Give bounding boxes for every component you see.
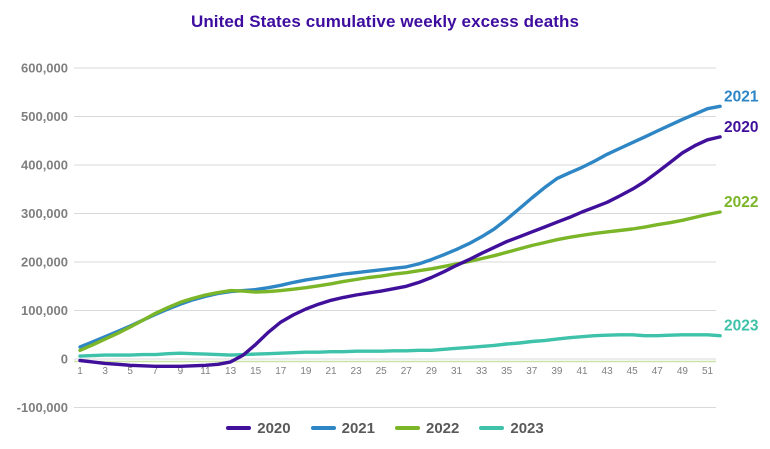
legend-swatch-2021 bbox=[310, 426, 336, 430]
x-tick-label: 45 bbox=[627, 366, 639, 377]
series-end-label-2022: 2022 bbox=[724, 194, 758, 211]
x-tick-label: 37 bbox=[526, 366, 538, 377]
x-tick-label: 17 bbox=[275, 366, 287, 377]
x-tick-label: 41 bbox=[576, 366, 588, 377]
x-tick-label: 27 bbox=[401, 366, 413, 377]
x-tick-label: 43 bbox=[602, 366, 614, 377]
y-tick-label: 0 bbox=[61, 352, 68, 367]
x-tick-label: 15 bbox=[250, 366, 262, 377]
series-end-label-2020: 2020 bbox=[724, 119, 758, 136]
x-tick-label: 11 bbox=[200, 366, 211, 377]
legend-swatch-2023 bbox=[479, 426, 505, 430]
x-tick-label: 21 bbox=[325, 366, 337, 377]
series-line-2023 bbox=[78, 333, 722, 358]
legend-label-2022: 2022 bbox=[426, 419, 460, 437]
legend-item-2022: 2022 bbox=[395, 420, 459, 437]
legend-label-2020: 2020 bbox=[257, 419, 291, 437]
x-tick-label: 49 bbox=[677, 366, 689, 377]
series-line-2020 bbox=[78, 135, 722, 368]
x-tick-label: 9 bbox=[178, 366, 184, 377]
x-tick-label: 31 bbox=[451, 366, 463, 377]
x-tick-label: 19 bbox=[300, 366, 312, 377]
y-tick-label: 400,000 bbox=[21, 158, 68, 173]
x-tick-label: 47 bbox=[652, 366, 664, 377]
x-tick-label: 35 bbox=[501, 366, 513, 377]
y-tick-label: 200,000 bbox=[21, 255, 68, 270]
series-end-label-2023: 2023 bbox=[724, 318, 759, 335]
legend-label-2021: 2021 bbox=[341, 419, 375, 437]
chart-legend: 2020 2021 2022 2023 bbox=[0, 415, 770, 441]
y-tick-label: 100,000 bbox=[21, 303, 68, 318]
x-tick-label: 23 bbox=[351, 366, 363, 377]
series-line-2022 bbox=[78, 210, 722, 352]
y-tick-label: 500,000 bbox=[21, 109, 68, 124]
x-tick-label: 51 bbox=[702, 366, 714, 377]
x-tick-label: 1 bbox=[77, 366, 83, 377]
y-tick-label: -100,000 bbox=[17, 400, 68, 415]
legend-label-2023: 2023 bbox=[510, 419, 544, 437]
legend-item-2020: 2020 bbox=[226, 419, 291, 437]
x-tick-label: 5 bbox=[127, 366, 133, 377]
x-tick-label: 7 bbox=[153, 366, 159, 377]
x-tick-label: 29 bbox=[426, 366, 438, 377]
chart-title: United States cumulative weekly excess d… bbox=[190, 12, 580, 31]
x-tick-label: 13 bbox=[225, 366, 237, 377]
legend-swatch-2020 bbox=[226, 426, 252, 430]
series-end-label-2021: 2021 bbox=[724, 88, 759, 105]
x-tick-label: 3 bbox=[102, 366, 108, 377]
legend-item-2021: 2021 bbox=[310, 419, 375, 437]
legend-item-2023: 2023 bbox=[479, 419, 544, 437]
y-tick-label: 300,000 bbox=[21, 206, 68, 221]
x-tick-label: 33 bbox=[476, 366, 488, 377]
x-tick-label: 25 bbox=[376, 366, 388, 377]
x-tick-label: 39 bbox=[551, 366, 563, 377]
legend-swatch-2022 bbox=[395, 426, 420, 430]
y-tick-label: 600,000 bbox=[21, 61, 68, 76]
